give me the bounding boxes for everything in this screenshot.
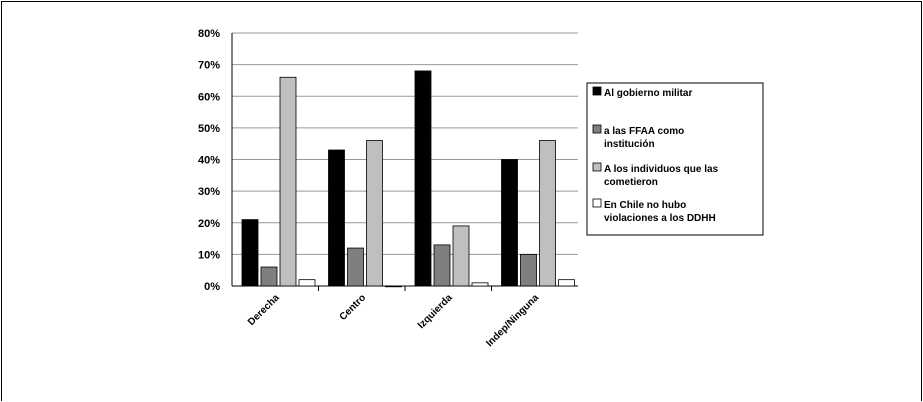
bar	[328, 149, 345, 287]
bar	[414, 70, 432, 287]
x-tick-label: Indep/Ninguna	[484, 292, 541, 349]
bar	[520, 253, 537, 287]
legend-label: En Chile no hubo	[604, 200, 686, 211]
legend-swatch	[592, 86, 602, 96]
y-tick-label: 0%	[204, 281, 220, 293]
x-tick-label: Izquierda	[416, 292, 455, 331]
bar	[366, 140, 383, 287]
y-tick-label: 30%	[198, 186, 220, 198]
x-tick-label: Centro	[338, 292, 369, 323]
legend-label: a las FFAA como	[604, 126, 684, 137]
y-tick-label: 40%	[198, 155, 220, 167]
y-tick-label: 80%	[198, 28, 220, 40]
legend-label: A los individuos que las	[604, 164, 719, 175]
y-tick-label: 20%	[198, 218, 220, 230]
legend-swatch	[592, 198, 602, 208]
bar	[279, 76, 297, 287]
y-tick-label: 70%	[198, 60, 220, 72]
bar	[298, 279, 316, 287]
bar	[433, 244, 451, 287]
legend-swatch	[592, 162, 602, 172]
bar	[471, 282, 489, 287]
bar	[501, 159, 518, 287]
x-tick-label: Derecha	[246, 292, 282, 328]
y-tick-label: 50%	[198, 123, 220, 135]
legend-swatch	[592, 124, 602, 134]
bar	[260, 266, 278, 287]
bar	[241, 219, 259, 287]
bar	[385, 285, 402, 288]
y-tick-label: 10%	[198, 249, 220, 261]
bar	[539, 140, 556, 287]
legend-box	[586, 82, 764, 236]
bar	[558, 279, 575, 287]
bar	[347, 247, 364, 287]
bar	[452, 225, 470, 287]
y-tick-label: 60%	[198, 91, 220, 103]
legend-label: institución	[604, 139, 655, 150]
legend-label: Al gobierno militar	[604, 88, 692, 99]
legend-label: violaciones a los DDHH	[604, 213, 716, 224]
legend-label: cometieron	[604, 177, 658, 188]
